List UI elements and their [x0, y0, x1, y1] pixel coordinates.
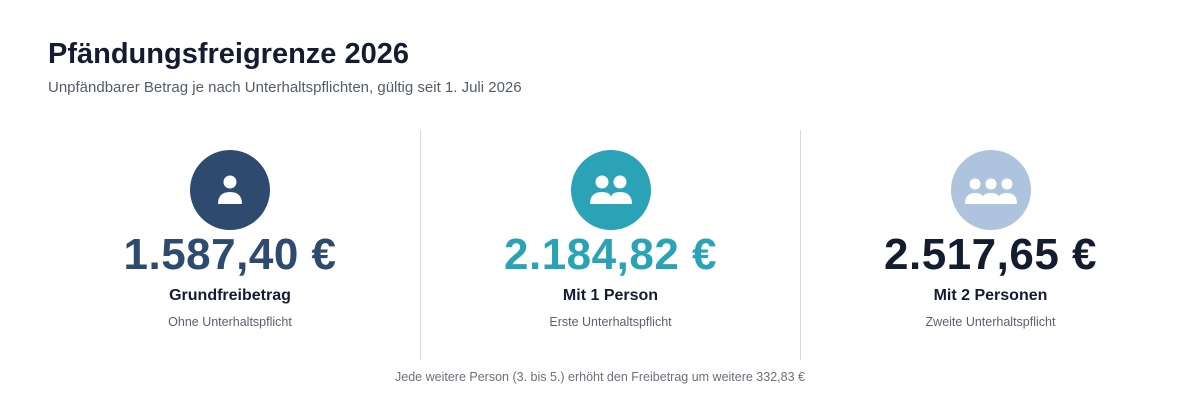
card-mit-1-person: 2.184,82 € Mit 1 Person Erste Unterhalts… — [420, 130, 800, 360]
card-sublabel: Ohne Unterhaltspflicht — [168, 315, 292, 329]
single-person-icon — [190, 150, 270, 230]
three-persons-icon — [950, 150, 1031, 230]
page-header: Pfändungsfreigrenze 2026 Unpfändbarer Be… — [48, 36, 522, 98]
card-label: Grundfreibetrag — [169, 287, 291, 304]
amount-value: 2.184,82 € — [504, 230, 717, 279]
amount-value: 2.517,65 € — [884, 230, 1097, 279]
card-sublabel: Erste Unterhaltspflicht — [549, 315, 672, 329]
page-title: Pfändungsfreigrenze 2026 — [48, 38, 409, 70]
page-subtitle: Unpfändbarer Betrag je nach Unterhaltspf… — [48, 79, 522, 96]
footnote: Jede weitere Person (3. bis 5.) erhöht d… — [395, 370, 805, 384]
allowance-cards: 1.587,40 € Grundfreibetrag Ohne Unterhal… — [40, 130, 1180, 360]
amount-value: 1.587,40 € — [123, 230, 337, 279]
two-persons-icon — [570, 150, 651, 230]
card-grundfreibetrag: 1.587,40 € Grundfreibetrag Ohne Unterhal… — [40, 130, 420, 360]
card-mit-2-personen: 2.517,65 € Mit 2 Personen Zweite Unterha… — [800, 130, 1180, 360]
card-label: Mit 1 Person — [562, 287, 659, 304]
card-label: Mit 2 Personen — [933, 287, 1048, 304]
card-sublabel: Zweite Unterhaltspflicht — [925, 315, 1056, 329]
